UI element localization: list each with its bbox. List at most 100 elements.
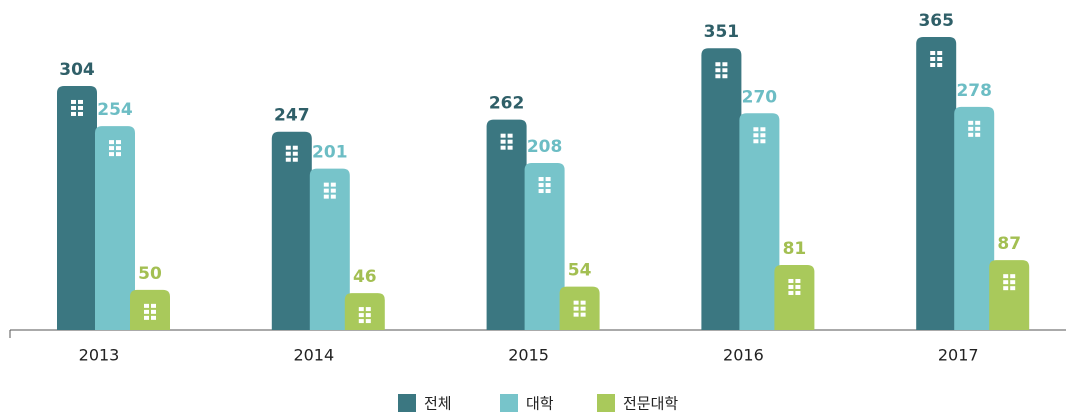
bar-icon — [545, 189, 551, 194]
bar-icon — [151, 315, 156, 320]
bar-icon — [538, 177, 544, 182]
bar-icon — [109, 146, 114, 151]
bar-icon — [71, 99, 76, 104]
bar-icon — [573, 312, 579, 317]
bar-icon — [795, 284, 801, 289]
bar-icon — [580, 300, 586, 305]
bar-icon — [330, 194, 336, 199]
bar-icon — [573, 300, 579, 305]
bar-icon — [788, 278, 794, 283]
bar-icon — [795, 290, 801, 295]
bar-icon — [1003, 280, 1009, 285]
bar-icon — [358, 313, 364, 318]
bar-icon — [144, 309, 149, 314]
bar-icon — [975, 120, 981, 125]
bar-icon — [753, 139, 759, 144]
bar-icon — [930, 63, 936, 67]
value-label: 351 — [704, 22, 740, 42]
bar-icon — [788, 284, 794, 289]
bar-icon — [545, 177, 551, 182]
bar-icon — [722, 74, 728, 79]
x-tick-label: 2017 — [938, 346, 979, 365]
value-label: 201 — [312, 143, 348, 163]
bar-icon — [937, 63, 943, 67]
bar-icon — [580, 306, 586, 311]
bar-icon — [323, 182, 329, 187]
bar-icon — [78, 99, 83, 104]
legend-swatch — [500, 394, 518, 412]
bar-icon — [323, 188, 329, 193]
bar-icon — [975, 132, 981, 137]
bar — [95, 126, 135, 330]
legend-label: 전문대학 — [623, 395, 678, 413]
bar — [559, 286, 600, 330]
bar-icon — [937, 51, 943, 55]
x-tick-label: 2015 — [508, 346, 549, 365]
bar-icon — [358, 307, 364, 312]
bar-icon — [116, 146, 121, 151]
bar-icon — [500, 145, 506, 150]
bar-icon — [795, 278, 801, 283]
bar — [309, 168, 350, 330]
legend-swatch — [597, 394, 615, 412]
value-label: 247 — [274, 106, 310, 126]
bar-icon — [753, 133, 759, 138]
bar — [130, 289, 170, 330]
bar-icon — [144, 315, 149, 320]
bar — [954, 106, 995, 331]
value-label: 50 — [138, 264, 162, 284]
bar — [739, 113, 780, 330]
bar-icon — [109, 140, 114, 145]
value-label: 208 — [527, 137, 563, 157]
bar-icon — [507, 145, 513, 150]
bar-icon — [323, 194, 329, 199]
bar-icon — [573, 306, 579, 311]
bar-icon — [760, 133, 766, 138]
legend-swatch — [398, 394, 416, 412]
bar-icon — [1010, 274, 1016, 279]
bar-icon — [71, 111, 76, 116]
bar-icon — [358, 319, 364, 324]
x-tick-label: 2013 — [79, 346, 120, 365]
value-label: 54 — [568, 261, 592, 281]
bar — [271, 131, 312, 330]
value-label: 87 — [997, 234, 1021, 254]
value-label: 365 — [918, 11, 954, 31]
bar-icon — [330, 182, 336, 187]
bar-icon — [500, 139, 506, 144]
bar-icon — [285, 145, 291, 150]
bar-icon — [968, 126, 974, 131]
bar-icon — [116, 152, 121, 157]
bar-icon — [1003, 274, 1009, 279]
bar-icon — [285, 157, 291, 162]
bar-icon — [1003, 286, 1009, 291]
bar-icon — [292, 157, 298, 162]
bar-icon — [144, 303, 149, 308]
bar — [774, 264, 815, 330]
bar-icon — [968, 132, 974, 137]
bar-icon — [930, 51, 936, 55]
bar-icon — [538, 183, 544, 188]
bar — [701, 48, 742, 331]
value-label: 278 — [956, 81, 992, 101]
bar-icon — [292, 151, 298, 156]
bar-icon — [285, 151, 291, 156]
bar — [524, 163, 565, 330]
bar — [57, 85, 97, 330]
bar-icon — [580, 312, 586, 317]
bar-icon — [937, 57, 943, 61]
bar-icon — [538, 189, 544, 194]
bar-icon — [365, 307, 371, 312]
bar-icon — [151, 309, 156, 314]
bar-icon — [788, 290, 794, 295]
legend-label: 대학 — [526, 395, 554, 413]
bar-icon — [365, 313, 371, 318]
bar — [916, 37, 957, 330]
bar-icon — [975, 126, 981, 131]
bar-icon — [1010, 286, 1016, 291]
bar-icon — [330, 188, 336, 193]
bar-icon — [507, 133, 513, 138]
x-tick-label: 2016 — [723, 346, 764, 365]
bar-icon — [78, 105, 83, 110]
bar-icon — [365, 319, 371, 324]
